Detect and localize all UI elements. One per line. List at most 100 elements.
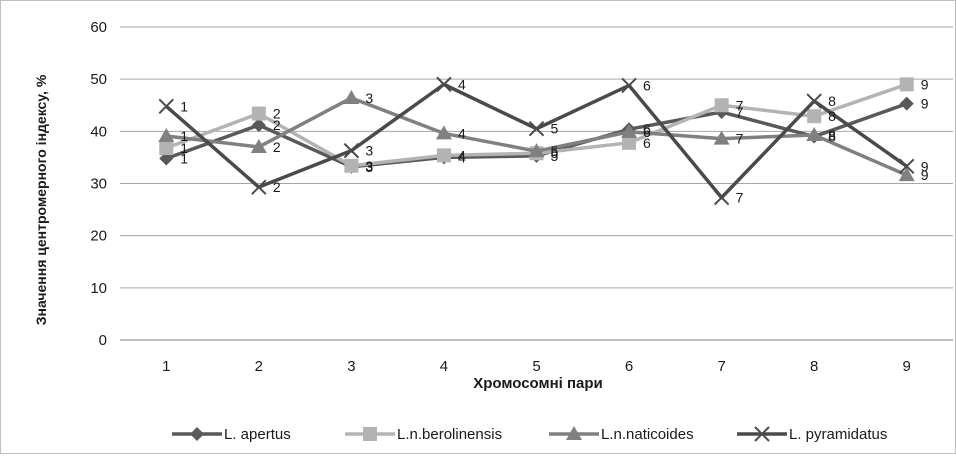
data-point xyxy=(343,89,360,104)
data-label: 6 xyxy=(643,135,651,151)
data-point xyxy=(250,138,267,153)
y-tick-label: 40 xyxy=(90,123,107,140)
data-label: 8 xyxy=(828,129,836,145)
data-label: 6 xyxy=(643,121,651,137)
data-label: 8 xyxy=(828,127,836,143)
data-label: 4 xyxy=(458,149,466,165)
x-axis-title: Хромосомні пари xyxy=(473,375,603,392)
gridlines xyxy=(120,26,953,289)
data-label: 2 xyxy=(273,179,281,195)
series-lines xyxy=(158,76,915,206)
data-label: 1 xyxy=(180,150,188,166)
data-point xyxy=(714,98,729,113)
x-tick-label: 6 xyxy=(625,358,633,375)
data-label: 9 xyxy=(921,167,929,183)
data-point xyxy=(806,93,822,109)
data-point xyxy=(159,141,174,156)
data-point xyxy=(899,96,914,111)
legend-item: L.n.berolinensis xyxy=(345,426,502,443)
data-label: 5 xyxy=(551,143,559,159)
y-tick-label: 10 xyxy=(90,280,107,297)
data-label: 1 xyxy=(180,140,188,156)
x-tick-label: 1 xyxy=(162,358,170,375)
x-tick-label: 4 xyxy=(440,358,448,375)
data-label: 7 xyxy=(736,104,744,120)
data-label: 6 xyxy=(643,124,651,140)
data-point xyxy=(899,158,915,174)
data-point xyxy=(251,106,266,121)
x-tick-label: 7 xyxy=(717,358,725,375)
data-point xyxy=(806,126,823,141)
data-label: 5 xyxy=(551,145,559,161)
data-label: 5 xyxy=(551,148,559,164)
data-point xyxy=(713,189,730,206)
legend: L. apertus L.n.berolinensis L.n.naticoides… xyxy=(172,426,887,443)
series-3 xyxy=(158,89,915,182)
data-label: 1 xyxy=(180,128,188,144)
data-label: 2 xyxy=(273,139,281,155)
data-label: 8 xyxy=(828,108,836,124)
y-tick-label: 60 xyxy=(90,19,107,36)
legend-marker xyxy=(363,427,377,441)
data-point xyxy=(713,130,730,145)
data-point xyxy=(436,76,452,93)
legend-marker xyxy=(190,427,204,441)
data-point xyxy=(622,135,637,150)
data-label: 9 xyxy=(921,158,929,174)
legend-item: L. pyramidatus xyxy=(737,426,887,443)
data-point xyxy=(344,158,359,173)
data-label: 4 xyxy=(458,76,466,92)
legend-marker xyxy=(566,426,582,440)
x-tick-label: 5 xyxy=(532,358,540,375)
legend-marker xyxy=(754,426,770,442)
y-tick-label: 0 xyxy=(99,332,107,349)
data-point xyxy=(436,148,451,163)
data-point xyxy=(528,121,545,137)
legend-item: L.n.naticoides xyxy=(549,426,694,443)
x-tick-label: 8 xyxy=(810,358,818,375)
data-label: 1 xyxy=(180,98,188,114)
data-point xyxy=(158,128,175,143)
y-tick-label: 20 xyxy=(90,228,107,245)
data-label: 7 xyxy=(736,190,744,206)
data-label: 4 xyxy=(458,147,466,163)
x-tick-label: 2 xyxy=(255,358,263,375)
data-point xyxy=(807,109,822,124)
y-axis-title: Значення центромерного індексу, % xyxy=(33,74,49,325)
legend-label: L.n.naticoides xyxy=(601,426,694,443)
data-point xyxy=(435,125,452,140)
data-label: 3 xyxy=(365,143,373,159)
data-label: 3 xyxy=(365,159,373,175)
data-label: 7 xyxy=(736,131,744,147)
data-point xyxy=(158,98,174,115)
data-label: 7 xyxy=(736,97,744,113)
axes: 0 10 20 30 40 50 60 1 2 3 4 5 6 7 8 9 xyxy=(90,19,953,375)
legend-item: L. apertus xyxy=(172,426,291,443)
data-point xyxy=(899,77,914,92)
data-label: 6 xyxy=(643,77,651,93)
x-tick-label: 3 xyxy=(347,358,355,375)
data-label: 8 xyxy=(828,93,836,109)
y-tick-label: 30 xyxy=(90,176,107,193)
data-label: 4 xyxy=(458,125,466,141)
legend-label: L. apertus xyxy=(224,426,291,443)
legend-label: L.n.berolinensis xyxy=(397,426,502,443)
data-point xyxy=(621,123,638,138)
data-point xyxy=(898,167,915,182)
data-point xyxy=(251,118,266,133)
data-label: 9 xyxy=(921,76,929,92)
data-point xyxy=(621,77,637,94)
y-tick-label: 50 xyxy=(90,71,107,88)
data-label: 2 xyxy=(273,106,281,122)
data-label: 3 xyxy=(365,90,373,106)
legend-label: L. pyramidatus xyxy=(789,426,887,443)
data-label: 5 xyxy=(551,121,559,137)
x-tick-label: 9 xyxy=(903,358,911,375)
series-4 xyxy=(158,76,915,206)
data-point xyxy=(251,179,267,195)
data-point xyxy=(343,142,360,159)
